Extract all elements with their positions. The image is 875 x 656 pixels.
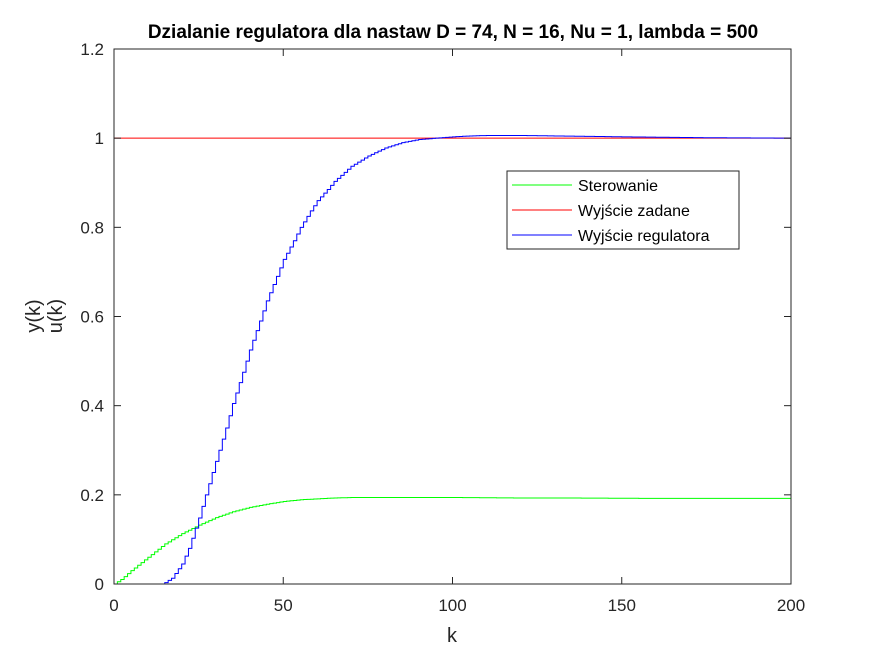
- legend-entry-sterowanie: Sterowanie: [578, 178, 658, 195]
- x-tick-label: 0: [109, 596, 118, 615]
- x-tick-label: 50: [274, 596, 293, 615]
- ticks-layer: 0 50 100 150 200 0 0.2 0.4 0.6 0.8 1 1.2: [80, 40, 805, 615]
- chart-title: Dzialanie regulatora dla nastaw D = 74, …: [148, 22, 758, 43]
- y-tick-label: 0.8: [80, 218, 104, 237]
- series-layer: [114, 134, 792, 585]
- y-tick-label: 1.2: [80, 40, 104, 59]
- y-tick-label: 0.4: [80, 397, 104, 416]
- x-tick-label: 200: [777, 596, 805, 615]
- y-axis-label-group: y(k) u(k): [23, 299, 67, 333]
- y-tick-label: 1: [95, 129, 104, 148]
- series-line-sterowanie: [114, 497, 791, 585]
- x-axis-label: k: [447, 625, 458, 647]
- legend-entry-wyjscie-regulatora: Wyjście regulatora: [578, 228, 710, 245]
- legend-entry-wyjscie-zadane: Wyjście zadane: [578, 203, 690, 220]
- legend: Sterowanie Wyjście zadane Wyjście regula…: [506, 170, 740, 250]
- y-axis-label-u: u(k): [45, 299, 67, 333]
- y-tick-label: 0.6: [80, 308, 104, 327]
- y-axis-label-y: y(k): [23, 299, 45, 332]
- x-tick-label: 150: [608, 596, 636, 615]
- y-tick-label: 0: [95, 575, 104, 594]
- series-line-wyj-cie-regulatora: [114, 134, 792, 585]
- plot-area: 0 50 100 150 200 0 0.2 0.4 0.6 0.8 1 1.2: [80, 40, 805, 615]
- x-tick-label: 100: [438, 596, 466, 615]
- axes-background: [114, 49, 791, 584]
- y-tick-label: 0.2: [80, 486, 104, 505]
